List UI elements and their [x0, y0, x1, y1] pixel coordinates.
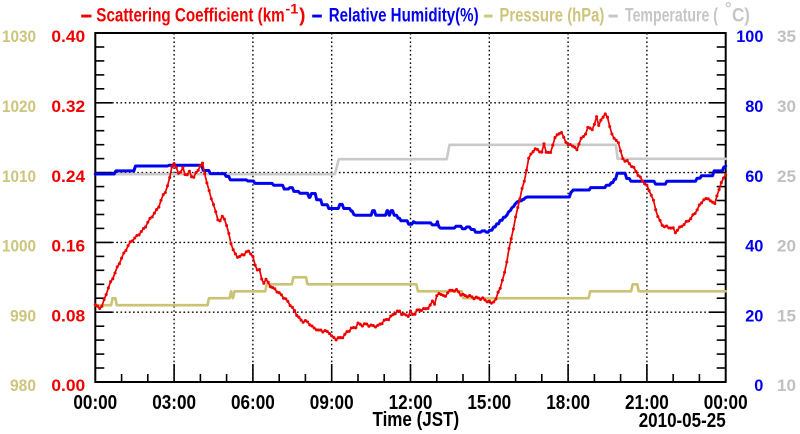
svg-text:990: 990 — [10, 306, 36, 325]
svg-text:15:00: 15:00 — [467, 392, 511, 414]
svg-text:30: 30 — [777, 97, 796, 116]
svg-text:C): C) — [732, 6, 750, 27]
svg-text:06:00: 06:00 — [231, 392, 275, 414]
svg-text:Time (JST): Time (JST) — [373, 409, 460, 431]
svg-text:25: 25 — [777, 167, 796, 186]
svg-text:60: 60 — [745, 167, 763, 186]
svg-text:0: 0 — [754, 376, 763, 395]
svg-text:0.16: 0.16 — [51, 237, 85, 256]
svg-text:0.32: 0.32 — [51, 97, 85, 116]
svg-text:80: 80 — [745, 97, 763, 116]
svg-text:-1: -1 — [285, 2, 299, 17]
svg-text:1020: 1020 — [2, 97, 36, 116]
svg-text:00:00: 00:00 — [73, 392, 117, 414]
svg-text:00:00: 00:00 — [704, 392, 748, 414]
svg-text:Pressure (hPa): Pressure (hPa) — [499, 6, 604, 27]
svg-text:20: 20 — [777, 237, 796, 256]
svg-text:40: 40 — [745, 237, 763, 256]
svg-text:0.24: 0.24 — [51, 167, 85, 186]
svg-text:1030: 1030 — [2, 27, 36, 46]
svg-text:10: 10 — [777, 376, 796, 395]
svg-text:0.40: 0.40 — [51, 27, 85, 46]
svg-text:21:00: 21:00 — [625, 392, 669, 414]
svg-text:1000: 1000 — [2, 237, 36, 256]
svg-text:15: 15 — [777, 306, 796, 325]
svg-text:09:00: 09:00 — [310, 392, 354, 414]
svg-text:Scattering Coefficient (km: Scattering Coefficient (km — [96, 6, 284, 27]
svg-text:20: 20 — [745, 306, 763, 325]
svg-text:100: 100 — [736, 27, 763, 46]
svg-text:2010-05-25: 2010-05-25 — [639, 410, 726, 432]
svg-text:35: 35 — [777, 27, 796, 46]
svg-text:1010: 1010 — [2, 167, 36, 186]
svg-text:0.00: 0.00 — [51, 376, 85, 395]
svg-text:0.08: 0.08 — [51, 306, 85, 325]
svg-text:12:00: 12:00 — [389, 392, 433, 414]
svg-text:Temperature (: Temperature ( — [625, 6, 718, 27]
svg-text:): ) — [299, 6, 305, 27]
svg-text:980: 980 — [10, 376, 36, 395]
svg-text:18:00: 18:00 — [546, 392, 590, 414]
svg-text:03:00: 03:00 — [152, 392, 196, 414]
svg-text:Relative Humidity(%): Relative Humidity(%) — [329, 6, 479, 27]
